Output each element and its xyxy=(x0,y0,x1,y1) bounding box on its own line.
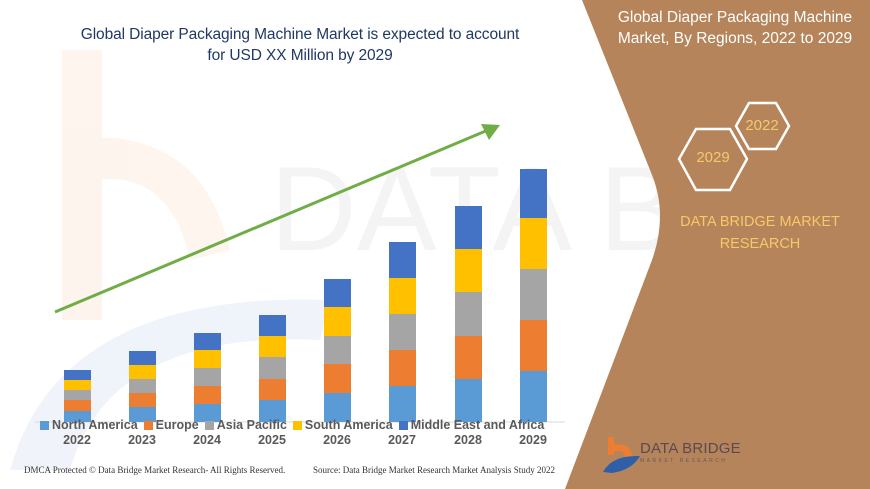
bar-segment-middle-east-and-africa xyxy=(520,169,547,218)
bar-segment-south-america xyxy=(389,278,416,314)
x-axis-label: 2023 xyxy=(128,433,156,447)
bar-segment-europe xyxy=(389,350,416,386)
bar-segment-north-america xyxy=(64,411,91,422)
bar-segment-asia-pacific xyxy=(64,390,91,400)
x-axis-label: 2029 xyxy=(519,433,547,447)
source-text: Source: Data Bridge Market Research Mark… xyxy=(313,465,555,475)
logo-tagline: MARKET RESEARCH xyxy=(640,458,728,464)
brand-text-line1: DATA BRIDGE MARKET xyxy=(680,214,840,230)
legend-label: South America xyxy=(304,418,393,432)
brand-text-line2: RESEARCH xyxy=(719,236,801,252)
hex-label-2029: 2029 xyxy=(696,149,730,166)
bar-segment-europe xyxy=(64,400,91,411)
x-axis-label: 2024 xyxy=(193,433,221,447)
legend-item-asia-pacific: Asia Pacific xyxy=(204,418,287,432)
chart-title: Global Diaper Packaging Machine Market i… xyxy=(30,24,570,66)
bar-2026 xyxy=(324,279,351,422)
bar-2029 xyxy=(520,169,547,422)
bar-segment-middle-east-and-africa xyxy=(64,370,91,380)
x-axis-label: 2025 xyxy=(258,433,286,447)
bar-2022 xyxy=(64,370,91,422)
side-panel-title-line1: Global Diaper Packaging Machine xyxy=(617,9,853,26)
legend-label: North America xyxy=(52,418,138,432)
bar-segment-south-america xyxy=(129,365,156,379)
bar-segment-north-america xyxy=(129,407,156,422)
legend-swatch-asia-pacific xyxy=(204,420,214,430)
bar-segment-europe xyxy=(455,336,482,379)
bar-segment-europe xyxy=(259,379,286,400)
chart-legend: North America Europe Asia Pacific South … xyxy=(40,418,544,432)
legend-label: Europe xyxy=(155,418,199,432)
bar-segment-europe xyxy=(324,364,351,393)
legend-item-north-america: North America xyxy=(40,418,138,432)
x-axis-label: 2027 xyxy=(388,433,416,447)
legend-swatch-south-america xyxy=(292,420,302,430)
data-bridge-logo-icon xyxy=(603,437,640,473)
side-panel-title-line2: Market, By Regions, 2022 to 2029 xyxy=(617,30,853,47)
bar-segment-south-america xyxy=(259,336,286,357)
bar-segment-asia-pacific xyxy=(389,314,416,350)
chart-title-line2: for USD XX Million by 2029 xyxy=(207,47,393,64)
bar-segment-middle-east-and-africa xyxy=(455,206,482,249)
chart-title-line1: Global Diaper Packaging Machine Market i… xyxy=(80,26,520,43)
legend-item-south-america: South America xyxy=(292,418,393,432)
bar-segment-south-america xyxy=(520,218,547,269)
hex-label-2022: 2022 xyxy=(745,117,779,134)
bar-segment-asia-pacific xyxy=(129,379,156,393)
bar-segment-asia-pacific xyxy=(259,357,286,379)
bar-segment-europe xyxy=(194,386,221,404)
logo-name: DATA BRIDGE xyxy=(640,440,741,457)
bar-segment-north-america xyxy=(455,379,482,422)
copyright-text: DMCA Protected © Data Bridge Market Rese… xyxy=(24,465,286,475)
bar-segment-north-america xyxy=(194,404,221,422)
legend-label: Asia Pacific xyxy=(216,418,287,432)
bar-2025 xyxy=(259,315,286,422)
brand-text: DATA BRIDGE MARKET RESEARCH xyxy=(660,211,860,255)
bar-segment-middle-east-and-africa xyxy=(259,315,286,336)
bar-segment-europe xyxy=(129,393,156,407)
side-panel-title: Global Diaper Packaging Machine Market, … xyxy=(600,7,870,49)
legend-swatch-north-america xyxy=(40,420,49,430)
bar-segment-middle-east-and-africa xyxy=(129,351,156,365)
legend-item-europe: Europe xyxy=(143,418,199,432)
bar-segment-south-america xyxy=(194,350,221,368)
x-axis-label: 2022 xyxy=(63,433,91,447)
bar-segment-asia-pacific xyxy=(520,269,547,320)
bar-segment-north-america xyxy=(324,393,351,422)
bar-segment-europe xyxy=(520,320,547,371)
bar-2027 xyxy=(389,242,416,422)
bar-segment-middle-east-and-africa xyxy=(324,279,351,307)
bar-segment-north-america xyxy=(259,400,286,422)
bar-segment-south-america xyxy=(455,249,482,292)
bar-2024 xyxy=(194,333,221,422)
side-panel-shape xyxy=(565,0,870,489)
bar-segment-north-america xyxy=(389,386,416,422)
legend-item-middle-east-africa: Middle East and Africa xyxy=(398,418,545,432)
bar-segment-middle-east-and-africa xyxy=(389,242,416,278)
bar-segment-asia-pacific xyxy=(455,292,482,336)
legend-swatch-middle-east-africa xyxy=(398,420,408,430)
bar-2028 xyxy=(455,206,482,422)
legend-label: Middle East and Africa xyxy=(410,418,545,432)
bar-segment-asia-pacific xyxy=(194,368,221,386)
hexagon-2022-icon xyxy=(734,101,791,151)
bar-segment-asia-pacific xyxy=(324,336,351,364)
bar-2023 xyxy=(129,351,156,422)
bar-segment-middle-east-and-africa xyxy=(194,333,221,350)
bar-segment-south-america xyxy=(64,380,91,390)
legend-swatch-europe xyxy=(143,420,153,430)
x-axis-label: 2028 xyxy=(454,433,482,447)
x-axis-label: 2026 xyxy=(323,433,351,447)
bar-segment-south-america xyxy=(324,307,351,336)
bar-segment-north-america xyxy=(520,371,547,422)
hexagon-2029-icon xyxy=(677,127,749,192)
